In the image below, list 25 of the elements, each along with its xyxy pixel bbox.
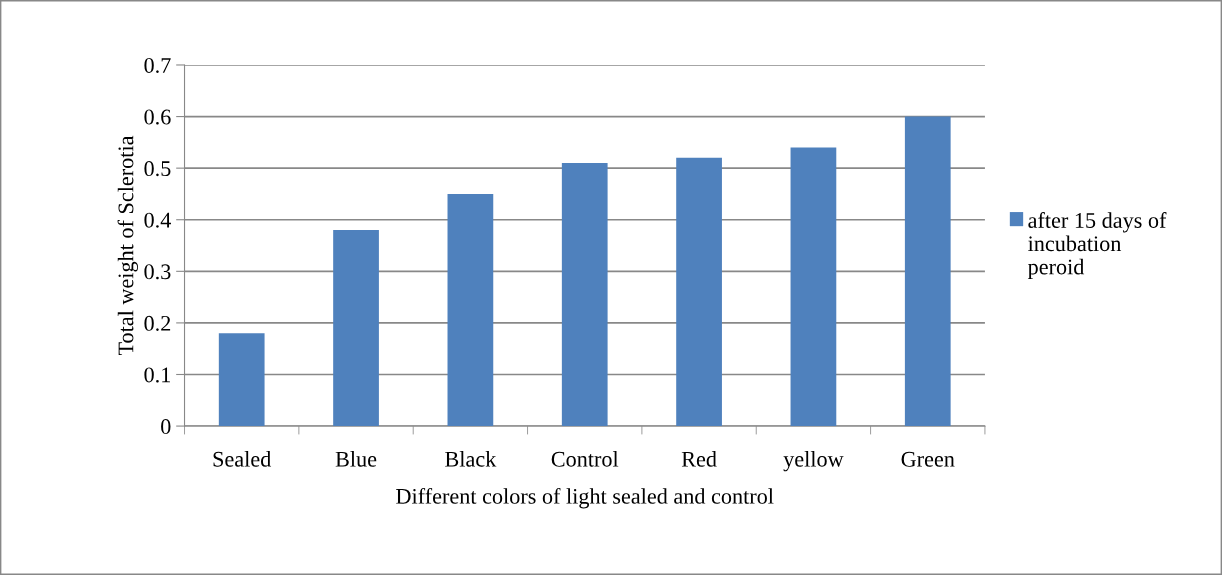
x-tick-label: Red [681,451,717,467]
bar [904,116,951,427]
x-tick-label: Control [551,451,619,467]
y-axis-title: Total weight of Sclerotia [117,135,138,356]
bar [218,333,265,427]
x-tick-label: Sealed [213,451,272,467]
bar [447,193,494,427]
y-tick-label: 0.5 [144,161,171,177]
bar [790,147,837,427]
x-tick-label: Green [901,451,955,467]
bar [561,162,608,427]
x-tick-label: Blue [335,451,377,467]
y-tick-label: 0.7 [144,57,171,73]
y-tick-label: 0.4 [144,212,171,228]
x-tick-label: Black [445,451,497,467]
y-tick-label: 0.6 [144,109,171,125]
y-tick-label: 0 [161,419,171,434]
bar [676,157,722,427]
legend-label: after 15 days of incubation peroid [1027,212,1167,279]
y-tick-label: 0.2 [144,315,171,331]
x-axis-title: Different colors of light sealed and control [396,487,774,509]
x-tick-label: yellow [783,451,844,472]
y-tick-label: 0.3 [144,264,171,280]
bar [333,230,379,427]
y-tick-label: 0.1 [144,367,170,383]
